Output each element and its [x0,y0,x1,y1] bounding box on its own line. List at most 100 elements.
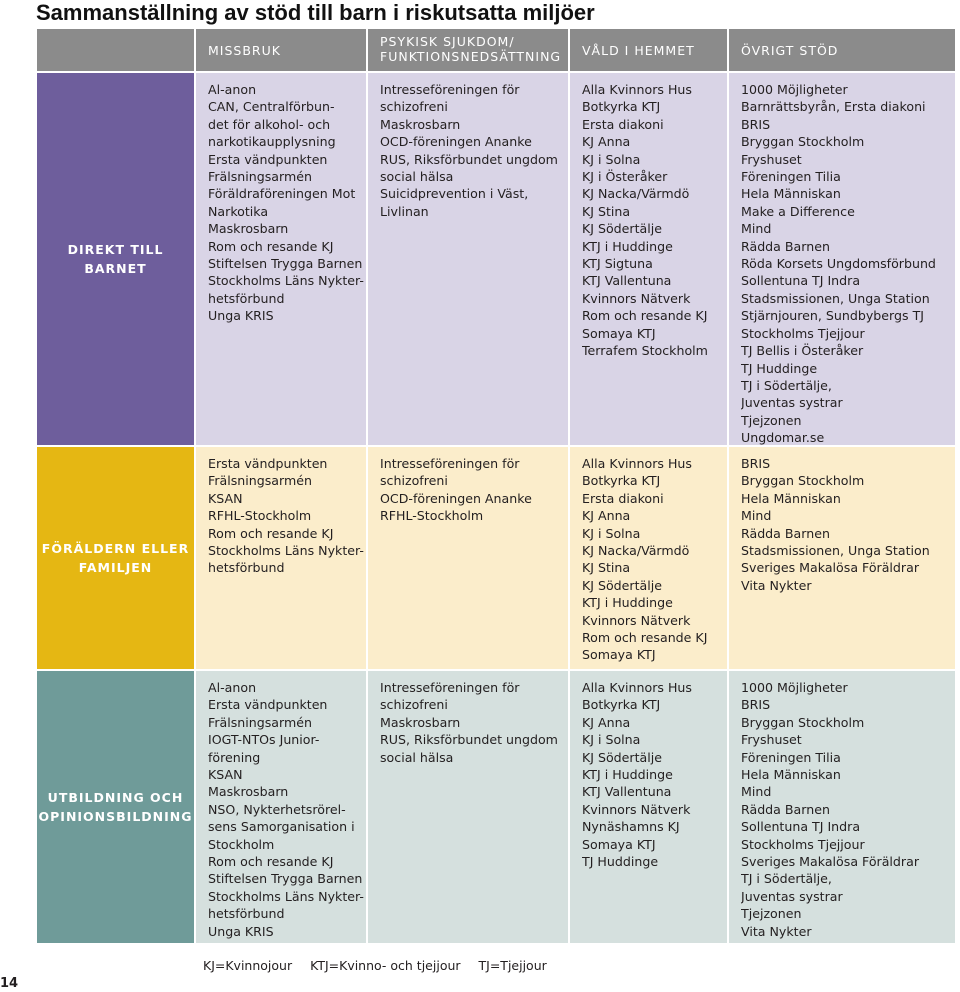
list-item: Rädda Barnen [741,525,830,541]
list-item: TJ Bellis i Österåker [741,343,864,359]
list-item: KSAN [208,767,243,783]
list-item: hetsförbund [208,290,285,306]
list-item: hetsförbund [208,906,285,922]
cell-utbildning-missbruk: Al-anon Ersta vändpunkten Frälsningsarmén I… [196,671,366,943]
row-label-foraldern-eller-familjen: FÖRÄLDERN ELLER FAMILJEN [37,447,194,669]
list-item: Hela Människan [741,490,841,506]
list-item: förening [208,749,261,765]
cell-entry-list: Intresseföreningen för schizofreni Maskros… [380,73,568,445]
list-item: KTJ i Huddinge [582,238,673,254]
list-item: Sveriges Makalösa Föräldrar [741,560,919,576]
list-item: Alla Kvinnors Hus [582,456,692,471]
column-header-label: MISSBRUK [208,43,281,58]
cell-entry-list: Alla Kvinnors Hus Botkyrka KTJ Ersta diako… [582,447,727,669]
list-item: schizofreni [380,473,448,489]
list-item: KJ Nacka/Värmdö [582,186,690,202]
cell-entry-list: Alla Kvinnors Hus Botkyrka KTJ Ersta diako… [582,73,727,445]
list-item: Somaya KTJ [582,647,656,663]
list-item: KTJ i Huddinge [582,595,673,611]
list-item: Intresseföreningen för [380,456,520,471]
list-item: Somaya KTJ [582,325,656,341]
list-item: Stockholms Tjejjour [741,325,865,341]
list-item: det för alkohol- och [208,116,331,132]
list-item: Tjejzonen [741,412,802,428]
cell-entry-list: Ersta vändpunkten Frälsningsarmén KSAN RFHL… [208,447,366,669]
list-item: KJ i Österåker [582,169,668,185]
cell-barnet-psykisk: Intresseföreningen för schizofreni Maskros… [368,73,568,445]
list-item: Maskrosbarn [380,714,461,730]
cell-utbildning-psykisk: Intresseföreningen för schizofreni Maskros… [368,671,568,943]
header-psykisk: PSYKISK SJUKDOM/ FUNKTIONSNEDSÄTTNING [368,29,568,71]
cell-entry-list: 1000 Möjligheter Barnrättsbyrån, Ersta di… [741,73,955,445]
list-item: KJ i Solna [582,732,641,748]
list-item: Röda Korsets Ungdomsförbund [741,256,936,272]
list-item: Juventas systrar [741,888,843,904]
cell-entry-list: Al-anon CAN, Centralförbun-det för alkoho… [208,73,366,445]
list-item: Rädda Barnen [741,801,830,817]
list-item: Narkotika [208,203,269,219]
list-item: NSO, Nykterhetsrörel- [208,801,346,817]
list-item: Stiftelsen Trygga Barnen [208,256,363,272]
row-label-line: BARNET [84,261,147,276]
cell-entry-list: 1000 Möjligheter BRIS Bryggan Stockholm Fry… [741,671,955,943]
cell-entry-list: Intresseföreningen för schizofreni Maskros… [380,671,568,943]
cell-entry-list: Alla Kvinnors Hus Botkyrka KTJ KJ Anna KJ i… [582,671,727,943]
list-item: Mind [741,508,772,524]
list-item: KTJ i Huddinge [582,767,673,783]
list-item: Stockholms Läns Nykter- [208,888,364,904]
list-item: Ersta diakoni [582,490,664,506]
list-item: Kvinnors Nätverk [582,290,691,306]
list-item: Terrafem Stockholm [582,343,708,359]
list-item: narkotikaupplysning [208,134,336,150]
cell-entry-list: Al-anon Ersta vändpunkten Frälsningsarmén I… [208,671,366,943]
list-item: CAN, Centralförbun- [208,99,335,115]
list-item: Barnrättsbyrån, Ersta diakoni [741,99,926,115]
summary-table: MISSBRUK PSYKISK SJUKDOM/ FUNKTIONSNEDSÄ… [37,29,955,943]
list-item: social hälsa [380,169,454,185]
list-item: Al-anon [208,82,257,97]
list-item: KJ Anna [582,134,631,150]
list-item: Maskrosbarn [208,221,289,237]
list-item: Al-anon [208,680,257,695]
list-item: 1000 Möjligheter [741,680,848,695]
list-item: Maskrosbarn [208,784,289,800]
cell-barnet-ovrigt: 1000 Möjligheter Barnrättsbyrån, Ersta di… [729,73,955,445]
list-item: Rom och resande KJ [208,238,334,254]
column-header-label: ÖVRIGT STÖD [741,43,839,58]
cell-barnet-missbruk: Al-anon CAN, Centralförbun-det för alkoho… [196,73,366,445]
list-item: Föreningen Tilia [741,749,841,765]
legend-kj: KJ=Kvinnojour [203,958,293,973]
list-item: Hela Människan [741,186,841,202]
row-label-line: UTBILDNING OCH [47,790,184,805]
list-item: KJ Stina [582,203,631,219]
list-item: KJ Stina [582,560,631,576]
cell-barnet-vald: Alla Kvinnors Hus Botkyrka KTJ Ersta diako… [570,73,727,445]
list-item: Sollentuna TJ Indra [741,819,861,835]
column-header-label: VÅLD I HEMMET [582,43,695,58]
row-label-direkt-till-barnet: DIREKT TILL BARNET [37,73,194,445]
list-item: Livlinan [380,203,429,219]
list-item: Stockholms Läns Nykter- [208,543,364,559]
list-item: RUS, Riksförbundet ungdom [380,151,558,167]
list-item: Mind [741,221,772,237]
page-title: Sammanställning av stöd till barn i risk… [36,0,595,25]
list-item: KJ Anna [582,508,631,524]
list-item: Rom och resande KJ [208,854,334,870]
list-item: Botkyrka KTJ [582,697,661,713]
list-item: TJ Huddinge [741,360,818,376]
list-item: Stockholms Läns Nykter- [208,273,364,289]
row-label-line: FÖRÄLDERN ELLER [41,541,190,556]
list-item: Suicidprevention i Väst, [380,186,529,202]
list-item: KJ Södertälje [582,221,662,237]
list-item: schizofreni [380,99,448,115]
list-item: KJ i Solna [582,525,641,541]
list-item: KJ Södertälje [582,577,662,593]
list-item: Intresseföreningen för [380,680,520,695]
cell-entry-list: BRIS Bryggan Stockholm Hela Människan Mind R… [741,447,955,669]
list-item: Tjejzonen [741,906,802,922]
list-item: RFHL-Stockholm [380,508,484,524]
column-header-label: FUNKTIONSNEDSÄTTNING [380,49,562,64]
list-item: social hälsa [380,749,454,765]
list-item: TJ i Södertälje, [741,871,832,887]
cell-familjen-psykisk: Intresseföreningen för schizofreni OCD-för… [368,447,568,669]
